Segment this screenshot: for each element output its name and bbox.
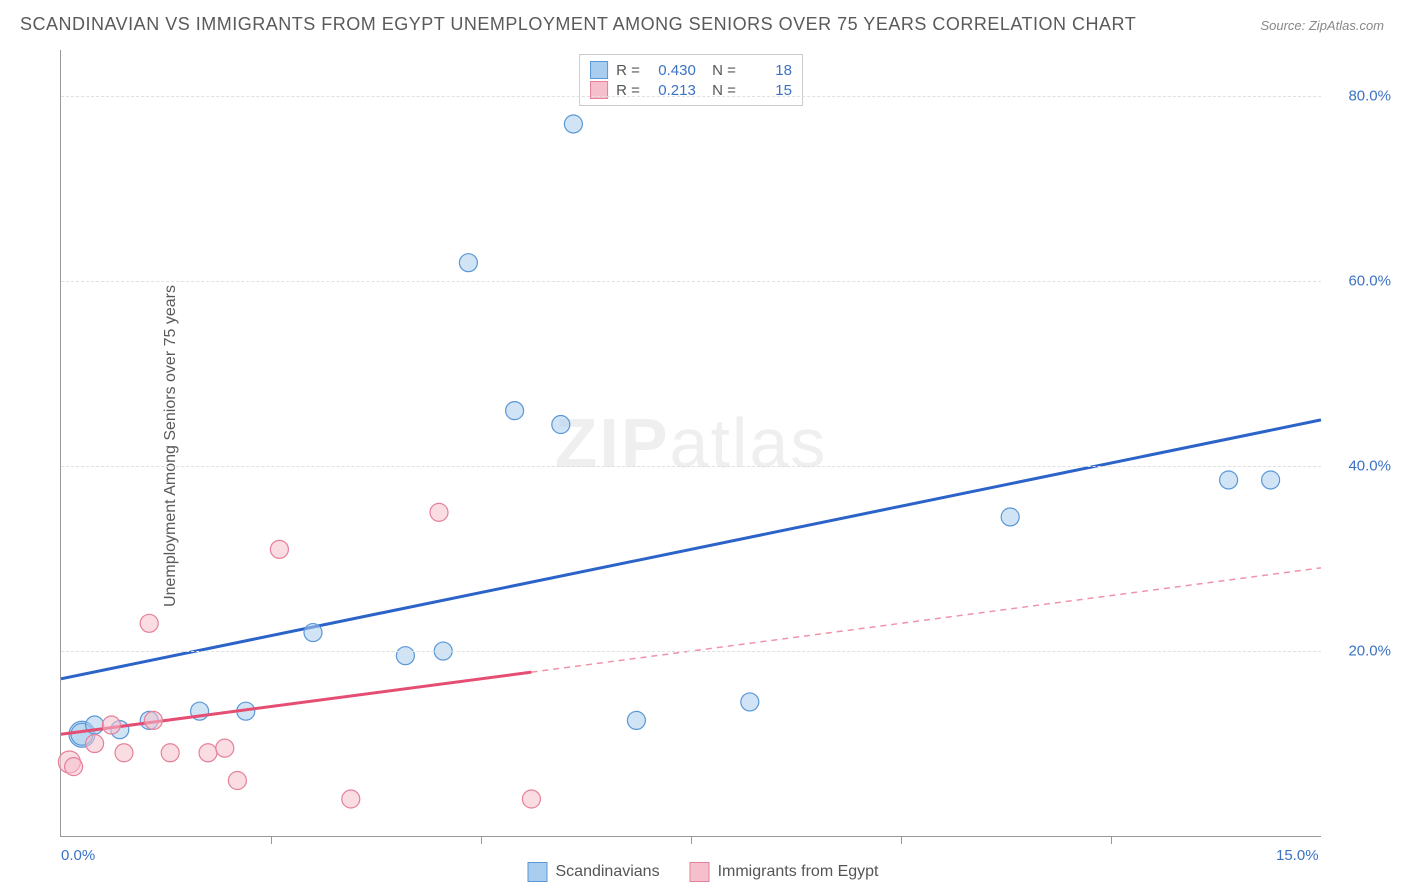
legend-item-2: Immigrants from Egypt bbox=[690, 862, 879, 882]
legend-label-2: Immigrants from Egypt bbox=[718, 863, 879, 881]
chart-plot-area: ZIPatlas R = 0.430 N = 18 R = 0.213 N = … bbox=[60, 50, 1321, 837]
source-attribution: Source: ZipAtlas.com bbox=[1260, 18, 1384, 33]
legend-item-1: Scandinavians bbox=[527, 862, 659, 882]
y-tick-label: 80.0% bbox=[1348, 88, 1391, 105]
x-tick-label: 0.0% bbox=[61, 847, 95, 864]
scatter-svg bbox=[61, 50, 1321, 836]
legend: Scandinavians Immigrants from Egypt bbox=[527, 862, 878, 882]
legend-swatch-2 bbox=[690, 862, 710, 882]
y-tick-label: 60.0% bbox=[1348, 273, 1391, 290]
chart-title: SCANDINAVIAN VS IMMIGRANTS FROM EGYPT UN… bbox=[20, 14, 1136, 35]
y-tick-label: 40.0% bbox=[1348, 458, 1391, 475]
legend-label-1: Scandinavians bbox=[555, 863, 659, 881]
y-tick-label: 20.0% bbox=[1348, 643, 1391, 660]
x-tick-label: 15.0% bbox=[1276, 847, 1319, 864]
legend-swatch-1 bbox=[527, 862, 547, 882]
